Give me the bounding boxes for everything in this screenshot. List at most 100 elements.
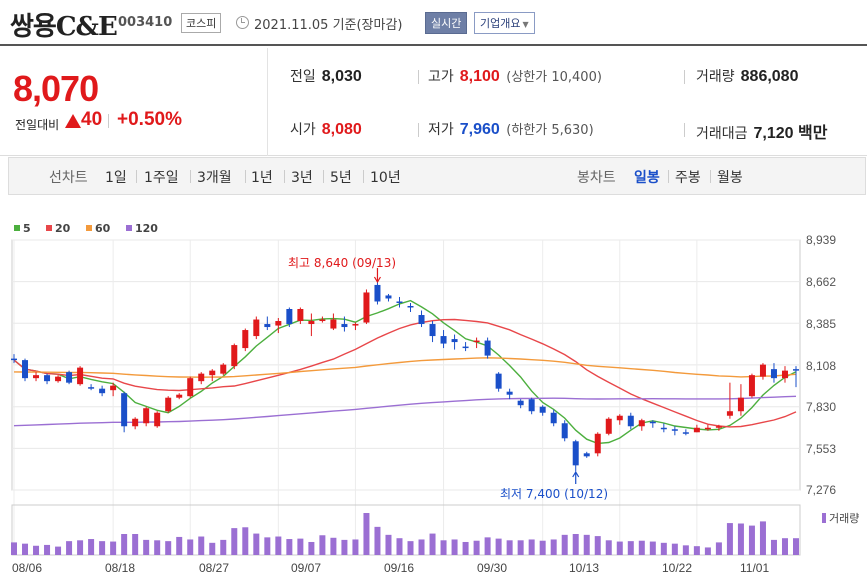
candle-body [704,427,711,430]
volume-bar [374,526,381,555]
divider [418,70,419,84]
period-10y[interactable]: 10년 [370,170,401,186]
line-chart-label: 선차트 [49,170,88,186]
candle-body [121,393,128,427]
volume-bar [275,536,282,555]
volume-bar [572,534,579,555]
divider [684,70,685,84]
volume-bar [264,537,271,555]
volume-bar [363,513,370,555]
legend-label: 60 [95,222,111,235]
company-overview-dropdown[interactable]: 기업개요 ▼ [474,12,535,34]
volume-bar [198,536,205,555]
x-tick: 10/22 [662,561,693,575]
volume-bar [297,538,304,555]
change-percent: +0.50% [117,109,182,130]
volume-bar [88,539,95,555]
x-tick: 08/27 [199,561,230,575]
prev-close-value: 8,030 [321,68,362,85]
divider [668,170,669,183]
ma20-line [13,318,797,428]
candle-body [275,321,282,326]
divider [284,170,285,183]
legend-swatch [86,225,92,231]
legend-label: 20 [55,222,71,235]
candle-body [286,309,293,325]
day-low-value: 7,960 [459,121,500,138]
candle-body [594,433,601,454]
candle-body [616,415,623,421]
candle-body [781,370,788,379]
y-tick: 8,939 [806,233,837,247]
candle-weekly[interactable]: 주봉 [675,170,701,186]
period-1w[interactable]: 1주일 [144,170,179,186]
candle-body [671,429,678,431]
volume-bar [33,545,40,555]
volume-bar [55,546,62,555]
volume-bar [682,545,689,555]
x-tick: 09/07 [291,561,322,575]
candle-body [165,397,172,412]
candle-body [627,415,634,427]
volume-bar [715,542,722,555]
x-tick: 08/06 [12,561,43,575]
chart-period-bar: 선차트 1일 1주일 3개월 1년 3년 5년 10년 봉차트 일봉 주봉 월봉 [8,157,866,195]
volume-bar [341,539,348,555]
volume-bar [154,540,161,555]
volume-bar [66,541,73,555]
candle-body [44,375,51,382]
current-price-panel: 8,070 전일대비 40 +0.50% [0,48,268,156]
price-summary: 8,070 전일대비 40 +0.50% 전일 8,030 고가 8,100 (상한… [0,48,867,156]
volume-bar [22,543,29,555]
divider [323,170,324,183]
volume-bar [506,540,513,555]
market-badge: 코스피 [181,13,222,33]
candle-body [176,394,183,398]
candle-body [77,367,84,385]
prev-close: 전일 8,030 [290,66,362,86]
candle-body [649,421,656,424]
candle-body [264,324,271,328]
candle-body [715,426,722,428]
divider [245,170,246,183]
candle-body [429,324,436,337]
candle-body [88,387,95,389]
candle-body [33,375,40,379]
candle-monthly[interactable]: 월봉 [717,170,743,186]
candle-daily[interactable]: 일봉 [634,170,660,186]
legend-ma60: 60 [86,222,110,235]
candle-body [22,360,29,379]
volume-bar [451,539,458,555]
volume-bar [407,541,414,555]
candle-body [583,453,590,457]
period-1y[interactable]: 1년 [251,170,273,186]
volume-bar [649,541,656,555]
candle-body [682,432,689,434]
volume-bar [616,541,623,555]
candle-body [748,375,755,397]
period-1d[interactable]: 1일 [105,170,127,186]
volume-bar [737,523,744,555]
period-3y[interactable]: 3년 [291,170,313,186]
volume-bar [726,523,733,555]
candle-body [550,412,557,424]
realtime-button[interactable]: 실시간 [425,12,468,34]
day-high: 고가 8,100 (상한가 10,400) [428,66,602,86]
period-3m[interactable]: 3개월 [197,170,232,186]
volume-bar [462,541,469,555]
legend-swatch [14,225,20,231]
x-tick: 11/01 [740,561,770,575]
volume-bar [627,541,634,555]
candle-body [473,340,480,343]
volume-bar [484,537,491,555]
volume-bar [671,543,678,555]
y-tick: 8,662 [806,275,837,289]
volume-bar [176,536,183,555]
y-tick: 7,553 [806,442,837,456]
candle-body [660,427,667,430]
period-5y[interactable]: 5년 [330,170,352,186]
volume-bar [594,536,601,555]
candle-body [605,418,612,434]
y-tick: 8,108 [806,359,837,373]
